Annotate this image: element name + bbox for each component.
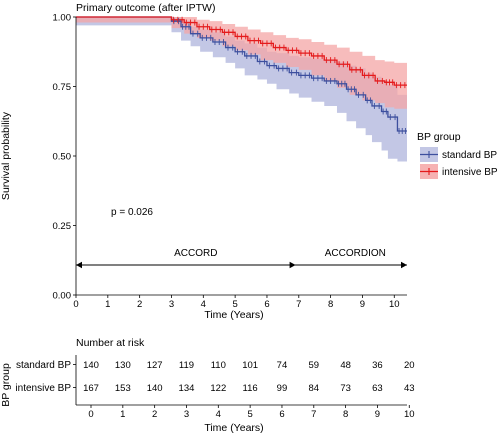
risk-cell: 122 <box>210 383 226 394</box>
risk-cell: 110 <box>211 360 226 371</box>
legend-label: intensive BP <box>442 167 498 178</box>
risk-cell: 48 <box>340 360 351 371</box>
legend-label: standard BP <box>442 150 497 161</box>
risk-row-label: standard BP <box>16 360 71 371</box>
y-tick-label: 0.25 <box>53 221 72 232</box>
censor-marks <box>173 16 406 134</box>
risk-cell: 74 <box>277 360 288 371</box>
x-tick-label: 5 <box>232 299 237 310</box>
risk-cell: 167 <box>83 383 99 394</box>
risk-x-tick-label: 7 <box>311 409 316 420</box>
x-tick-label: 9 <box>360 299 365 310</box>
study-periods: ACCORD ACCORDION <box>76 248 407 269</box>
risk-x-tick-label: 8 <box>343 409 348 420</box>
risk-cell: 20 <box>404 360 415 371</box>
risk-cell: 127 <box>147 360 163 371</box>
risk-x-tick-label: 1 <box>120 409 125 420</box>
chart-title: Primary outcome (after IPTW) <box>76 2 215 14</box>
x-tick-label: 0 <box>73 299 78 310</box>
risk-table-cells: 140 130 127 119 110 101 74 59 48 36 20 167 153 140 134… <box>83 360 414 394</box>
risk-x-tick-label: 5 <box>247 409 252 420</box>
risk-cell: 36 <box>372 360 383 371</box>
risk-cell: 99 <box>277 383 288 394</box>
period-label: ACCORDION <box>325 248 386 259</box>
risk-cell: 130 <box>115 360 131 371</box>
p-value-annotation: p = 0.026 <box>111 207 153 218</box>
risk-cell: 101 <box>242 360 258 371</box>
risk-cell: 119 <box>179 360 194 371</box>
period-label: ACCORD <box>174 248 217 259</box>
legend-title: BP group <box>417 131 461 143</box>
risk-table: Number at risk 140 130 127 119 110 101 74 59 48 3… <box>0 337 415 434</box>
risk-x-axis-title: Time (Years) <box>204 422 263 434</box>
risk-cell: 63 <box>372 383 383 394</box>
arrow-head <box>76 261 82 269</box>
risk-x-tick-label: 4 <box>216 409 221 420</box>
x-axis-title: Time (Years) <box>204 309 263 321</box>
risk-cell: 73 <box>340 383 351 394</box>
y-tick-label: 0.00 <box>53 290 72 301</box>
risk-cell: 140 <box>83 360 99 371</box>
x-tick-label: 1 <box>105 299 110 310</box>
risk-row-labels: standard BP intensive BP <box>15 360 76 394</box>
x-tick-label: 7 <box>296 299 301 310</box>
legend-items: standard BP intensive BP <box>420 147 498 179</box>
risk-x-tick-label: 3 <box>184 409 189 420</box>
x-tick-label: 8 <box>328 299 333 310</box>
risk-table-title: Number at risk <box>76 337 145 349</box>
y-tick-label: 0.75 <box>53 82 72 93</box>
risk-cell: 134 <box>179 383 195 394</box>
survival-line-standard <box>76 16 407 132</box>
risk-cell: 59 <box>308 360 319 371</box>
risk-row-label: intensive BP <box>15 383 71 394</box>
y-axis-title: Survival probability <box>0 111 12 200</box>
risk-y-axis-title: BP group <box>0 363 12 407</box>
risk-cell: 116 <box>243 383 258 394</box>
risk-cell: 84 <box>308 383 319 394</box>
risk-cell: 43 <box>404 383 415 394</box>
y-tick-label: 0.50 <box>53 151 72 162</box>
x-tick-label: 6 <box>264 299 269 310</box>
x-tick-label: 10 <box>389 299 400 310</box>
risk-cell: 153 <box>115 383 131 394</box>
risk-x-tick-label: 2 <box>152 409 157 420</box>
arrow-head <box>401 261 407 269</box>
x-ticks: 0 1 2 3 4 5 6 7 8 9 10 <box>73 295 400 310</box>
y-tick-label: 1.00 <box>53 12 72 23</box>
risk-x-ticks: 0 1 2 3 4 5 6 7 8 9 10 <box>88 405 415 420</box>
risk-x-tick-label: 10 <box>404 409 415 420</box>
y-ticks: 0.00 0.25 0.50 0.75 1.00 <box>53 12 76 301</box>
x-tick-label: 2 <box>137 299 142 310</box>
risk-x-tick-label: 9 <box>375 409 380 420</box>
km-plot: Primary outcome (after IPTW) 0 1 2 3 4 5 6 7 8 9 1… <box>0 2 407 321</box>
x-tick-label: 4 <box>201 299 206 310</box>
risk-x-tick-label: 0 <box>88 409 93 420</box>
legend: BP group standard BP intensive BP <box>417 131 498 179</box>
risk-x-tick-label: 6 <box>279 409 284 420</box>
x-tick-label: 3 <box>169 299 174 310</box>
arrow-head <box>289 261 296 269</box>
risk-cell: 140 <box>147 383 163 394</box>
